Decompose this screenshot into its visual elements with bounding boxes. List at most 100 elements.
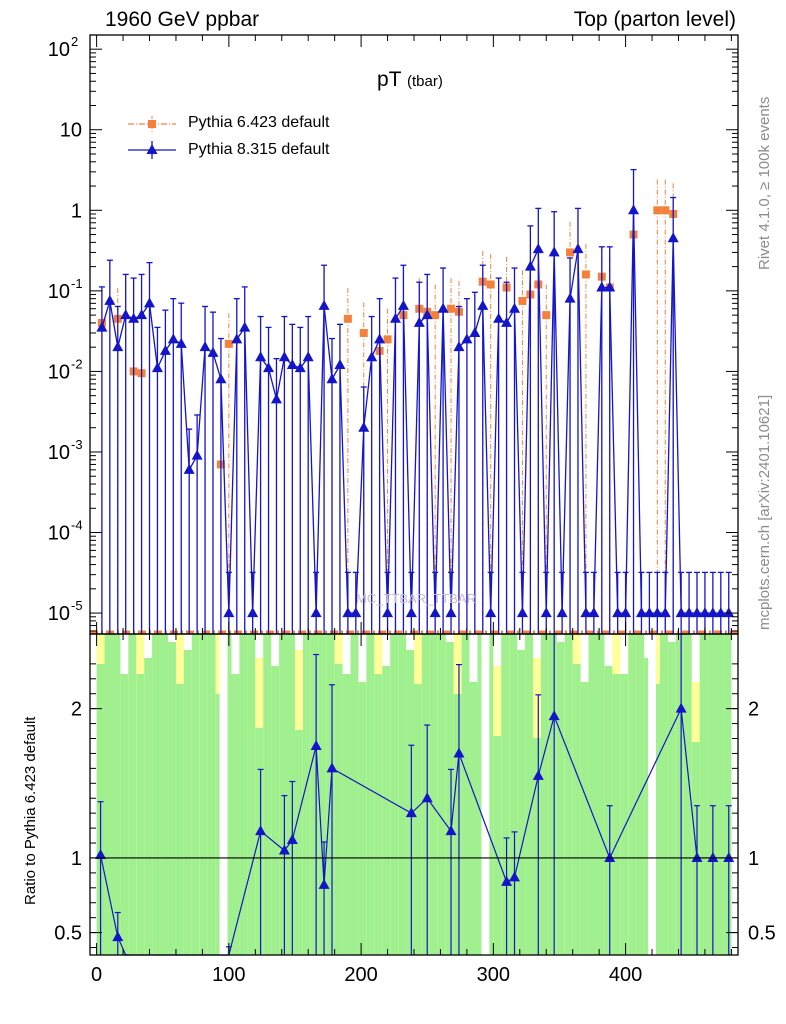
- ratio-inner-band-bin: [667, 642, 676, 955]
- ratio-inner-band-bin: [191, 634, 200, 955]
- ratio-inner-band-bin: [239, 634, 248, 955]
- ratio-inner-band-bin: [199, 634, 208, 955]
- ratio-x-tick-label: 100: [212, 964, 245, 986]
- ratio-inner-band-bin: [390, 634, 399, 955]
- pythia8-marker: [231, 333, 243, 344]
- ratio-y-tick-label-right: 2: [748, 699, 759, 721]
- ratio-inner-band-bin: [453, 694, 462, 955]
- pythia8-marker: [199, 341, 211, 352]
- ratio-marker: [405, 807, 417, 818]
- ratio-y-tick-label-right: 1: [748, 848, 759, 870]
- pythia8-marker: [556, 607, 568, 618]
- ratio-inner-band-bin: [279, 634, 288, 955]
- ratio-x-tick-label: 300: [477, 964, 510, 986]
- pythia8-marker: [524, 260, 536, 271]
- ratio-inner-band-bin: [406, 650, 414, 955]
- ratio-marker: [501, 875, 513, 886]
- pythia8-marker: [461, 333, 473, 344]
- pythia6-marker: [343, 314, 352, 323]
- ratio-inner-band-bin: [707, 634, 716, 955]
- ratio-inner-band-bin: [334, 664, 343, 955]
- pythia6-marker: [383, 335, 392, 344]
- ratio-inner-band-bin: [525, 634, 534, 955]
- legend-marker-pythia8: [146, 144, 158, 154]
- ratio-marker: [548, 710, 560, 721]
- pythia8-marker: [175, 337, 187, 348]
- ratio-marker: [326, 762, 338, 773]
- pythia8-marker: [144, 297, 156, 308]
- ratio-inner-band-bin: [596, 634, 605, 955]
- main-y-tick-label: 10: [48, 361, 70, 383]
- ratio-inner-band-bin: [302, 634, 311, 955]
- ratio-inner-band-bin: [445, 642, 454, 955]
- ratio-inner-band-bin: [160, 634, 169, 955]
- ratio-band-gap: [481, 634, 490, 955]
- ratio-inner-band-bin: [493, 736, 502, 955]
- pythia8-marker: [255, 351, 267, 362]
- pythia8-marker: [302, 351, 314, 362]
- ratio-marker: [453, 747, 465, 758]
- ratio-marker: [421, 792, 433, 803]
- ratio-marker: [286, 834, 298, 845]
- ratio-inner-band-bin: [572, 664, 581, 955]
- ratio-inner-band-bin: [175, 684, 184, 955]
- pythia8-marker: [207, 346, 219, 357]
- pythia8-marker: [715, 607, 727, 618]
- pythia8-marker: [421, 309, 433, 320]
- ratio-marker: [723, 851, 735, 862]
- ratio-inner-band-bin: [580, 682, 589, 955]
- pythia8-marker: [334, 359, 346, 370]
- pythia8-marker: [366, 351, 378, 362]
- ratio-inner-band-bin: [604, 666, 613, 955]
- main-y-tick-label: 10: [60, 120, 82, 142]
- main-y-tick-label: 10: [48, 603, 70, 625]
- pythia8-marker: [580, 607, 592, 618]
- pythia8-marker: [485, 607, 497, 618]
- ratio-inner-band-bin: [398, 634, 407, 955]
- ratio-y-tick-label-right: 0.5: [748, 923, 776, 945]
- ratio-inner-band-bin: [715, 634, 724, 955]
- pythia8-marker: [723, 607, 735, 618]
- pythia6-marker: [566, 248, 575, 257]
- ratio-inner-band-bin: [136, 674, 145, 955]
- ratio-inner-band-bin: [183, 650, 192, 955]
- pythia8-marker: [151, 362, 163, 373]
- pythia8-marker: [659, 607, 671, 618]
- watermark: MC_TTBAR_TTBAR: [356, 591, 476, 606]
- pythia6-marker: [542, 311, 551, 320]
- pythia8-marker: [128, 312, 140, 323]
- ratio-inner-band-bin: [540, 634, 549, 955]
- pythia6-marker: [447, 304, 456, 313]
- ratio-inner-band-bin: [271, 666, 280, 955]
- pythia8-marker: [350, 607, 362, 618]
- ratio-inner-band-bin: [556, 642, 565, 955]
- main-y-tick-label: 10: [48, 523, 70, 545]
- ratio-inner-band-bin: [659, 634, 668, 955]
- ratio-marker: [310, 739, 322, 750]
- pythia8-marker: [477, 299, 489, 310]
- ratio-marker: [445, 825, 457, 836]
- pythia8-marker: [604, 281, 616, 292]
- pythia8-marker: [389, 312, 401, 323]
- ratio-inner-band-bin: [501, 634, 510, 955]
- ratio-inner-band-bin: [152, 634, 161, 955]
- main-y-tick-exponent: -1: [71, 276, 83, 291]
- pythia8-marker: [215, 373, 227, 384]
- pythia8-marker: [588, 607, 600, 618]
- main-y-tick-exponent: -2: [71, 356, 83, 371]
- ratio-band-gap: [219, 634, 228, 955]
- pythia6-marker: [486, 280, 495, 289]
- ratio-inner-band-bin: [675, 634, 684, 955]
- plot-title-sub: (tbar): [406, 73, 443, 90]
- mcplots-label: mcplots.cern.ch [arXiv:2401.10621]: [756, 394, 773, 630]
- ratio-inner-band-bin: [548, 634, 557, 955]
- pythia8-marker: [326, 373, 338, 384]
- ratio-band-gap: [648, 634, 657, 955]
- pythia8-marker: [358, 421, 370, 432]
- header-left: 1960 GeV ppbar: [105, 8, 260, 31]
- ratio-marker: [675, 702, 687, 713]
- ratio-inner-band-bin: [207, 634, 216, 955]
- ratio-y-tick-label: 1: [71, 848, 82, 870]
- main-y-tick-label: 10: [48, 442, 70, 464]
